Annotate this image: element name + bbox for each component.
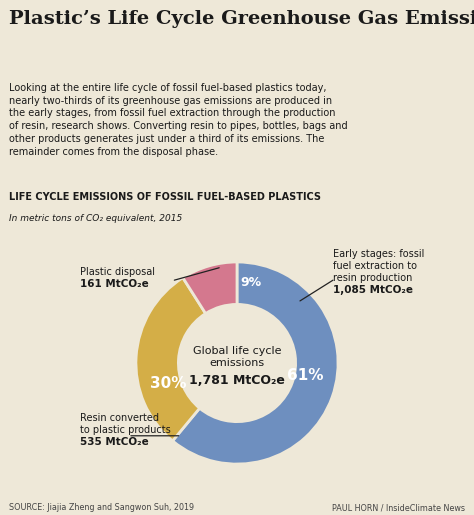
- Wedge shape: [136, 278, 206, 441]
- Text: 1,085 MtCO₂e: 1,085 MtCO₂e: [333, 285, 413, 295]
- Wedge shape: [173, 262, 338, 464]
- Text: Looking at the entire life cycle of fossil fuel-based plastics today,
nearly two: Looking at the entire life cycle of foss…: [9, 83, 348, 157]
- Text: 9%: 9%: [241, 276, 262, 289]
- Text: to plastic products: to plastic products: [81, 425, 171, 435]
- Text: 61%: 61%: [287, 368, 324, 383]
- Text: fuel extraction to: fuel extraction to: [333, 261, 417, 271]
- Text: Global life cycle: Global life cycle: [193, 346, 281, 356]
- Text: Plastic disposal: Plastic disposal: [81, 267, 155, 277]
- Text: PAUL HORN / InsideClimate News: PAUL HORN / InsideClimate News: [331, 504, 465, 512]
- Text: resin production: resin production: [333, 273, 412, 283]
- Text: SOURCE: Jiajia Zheng and Sangwon Suh, 2019: SOURCE: Jiajia Zheng and Sangwon Suh, 20…: [9, 504, 195, 512]
- Text: 535 MtCO₂e: 535 MtCO₂e: [81, 437, 149, 447]
- Text: emissions: emissions: [210, 358, 264, 368]
- Text: Plastic’s Life Cycle Greenhouse Gas Emissions: Plastic’s Life Cycle Greenhouse Gas Emis…: [9, 10, 474, 28]
- Text: LIFE CYCLE EMISSIONS OF FOSSIL FUEL-BASED PLASTICS: LIFE CYCLE EMISSIONS OF FOSSIL FUEL-BASE…: [9, 192, 321, 201]
- Text: Resin converted: Resin converted: [81, 413, 159, 423]
- Text: In metric tons of CO₂ equivalent, 2015: In metric tons of CO₂ equivalent, 2015: [9, 214, 183, 223]
- Wedge shape: [183, 262, 237, 314]
- Text: Early stages: fossil: Early stages: fossil: [333, 249, 424, 259]
- Text: 161 MtCO₂e: 161 MtCO₂e: [81, 279, 149, 289]
- Text: 30%: 30%: [150, 376, 187, 391]
- Text: 1,781 MtCO₂e: 1,781 MtCO₂e: [189, 374, 285, 387]
